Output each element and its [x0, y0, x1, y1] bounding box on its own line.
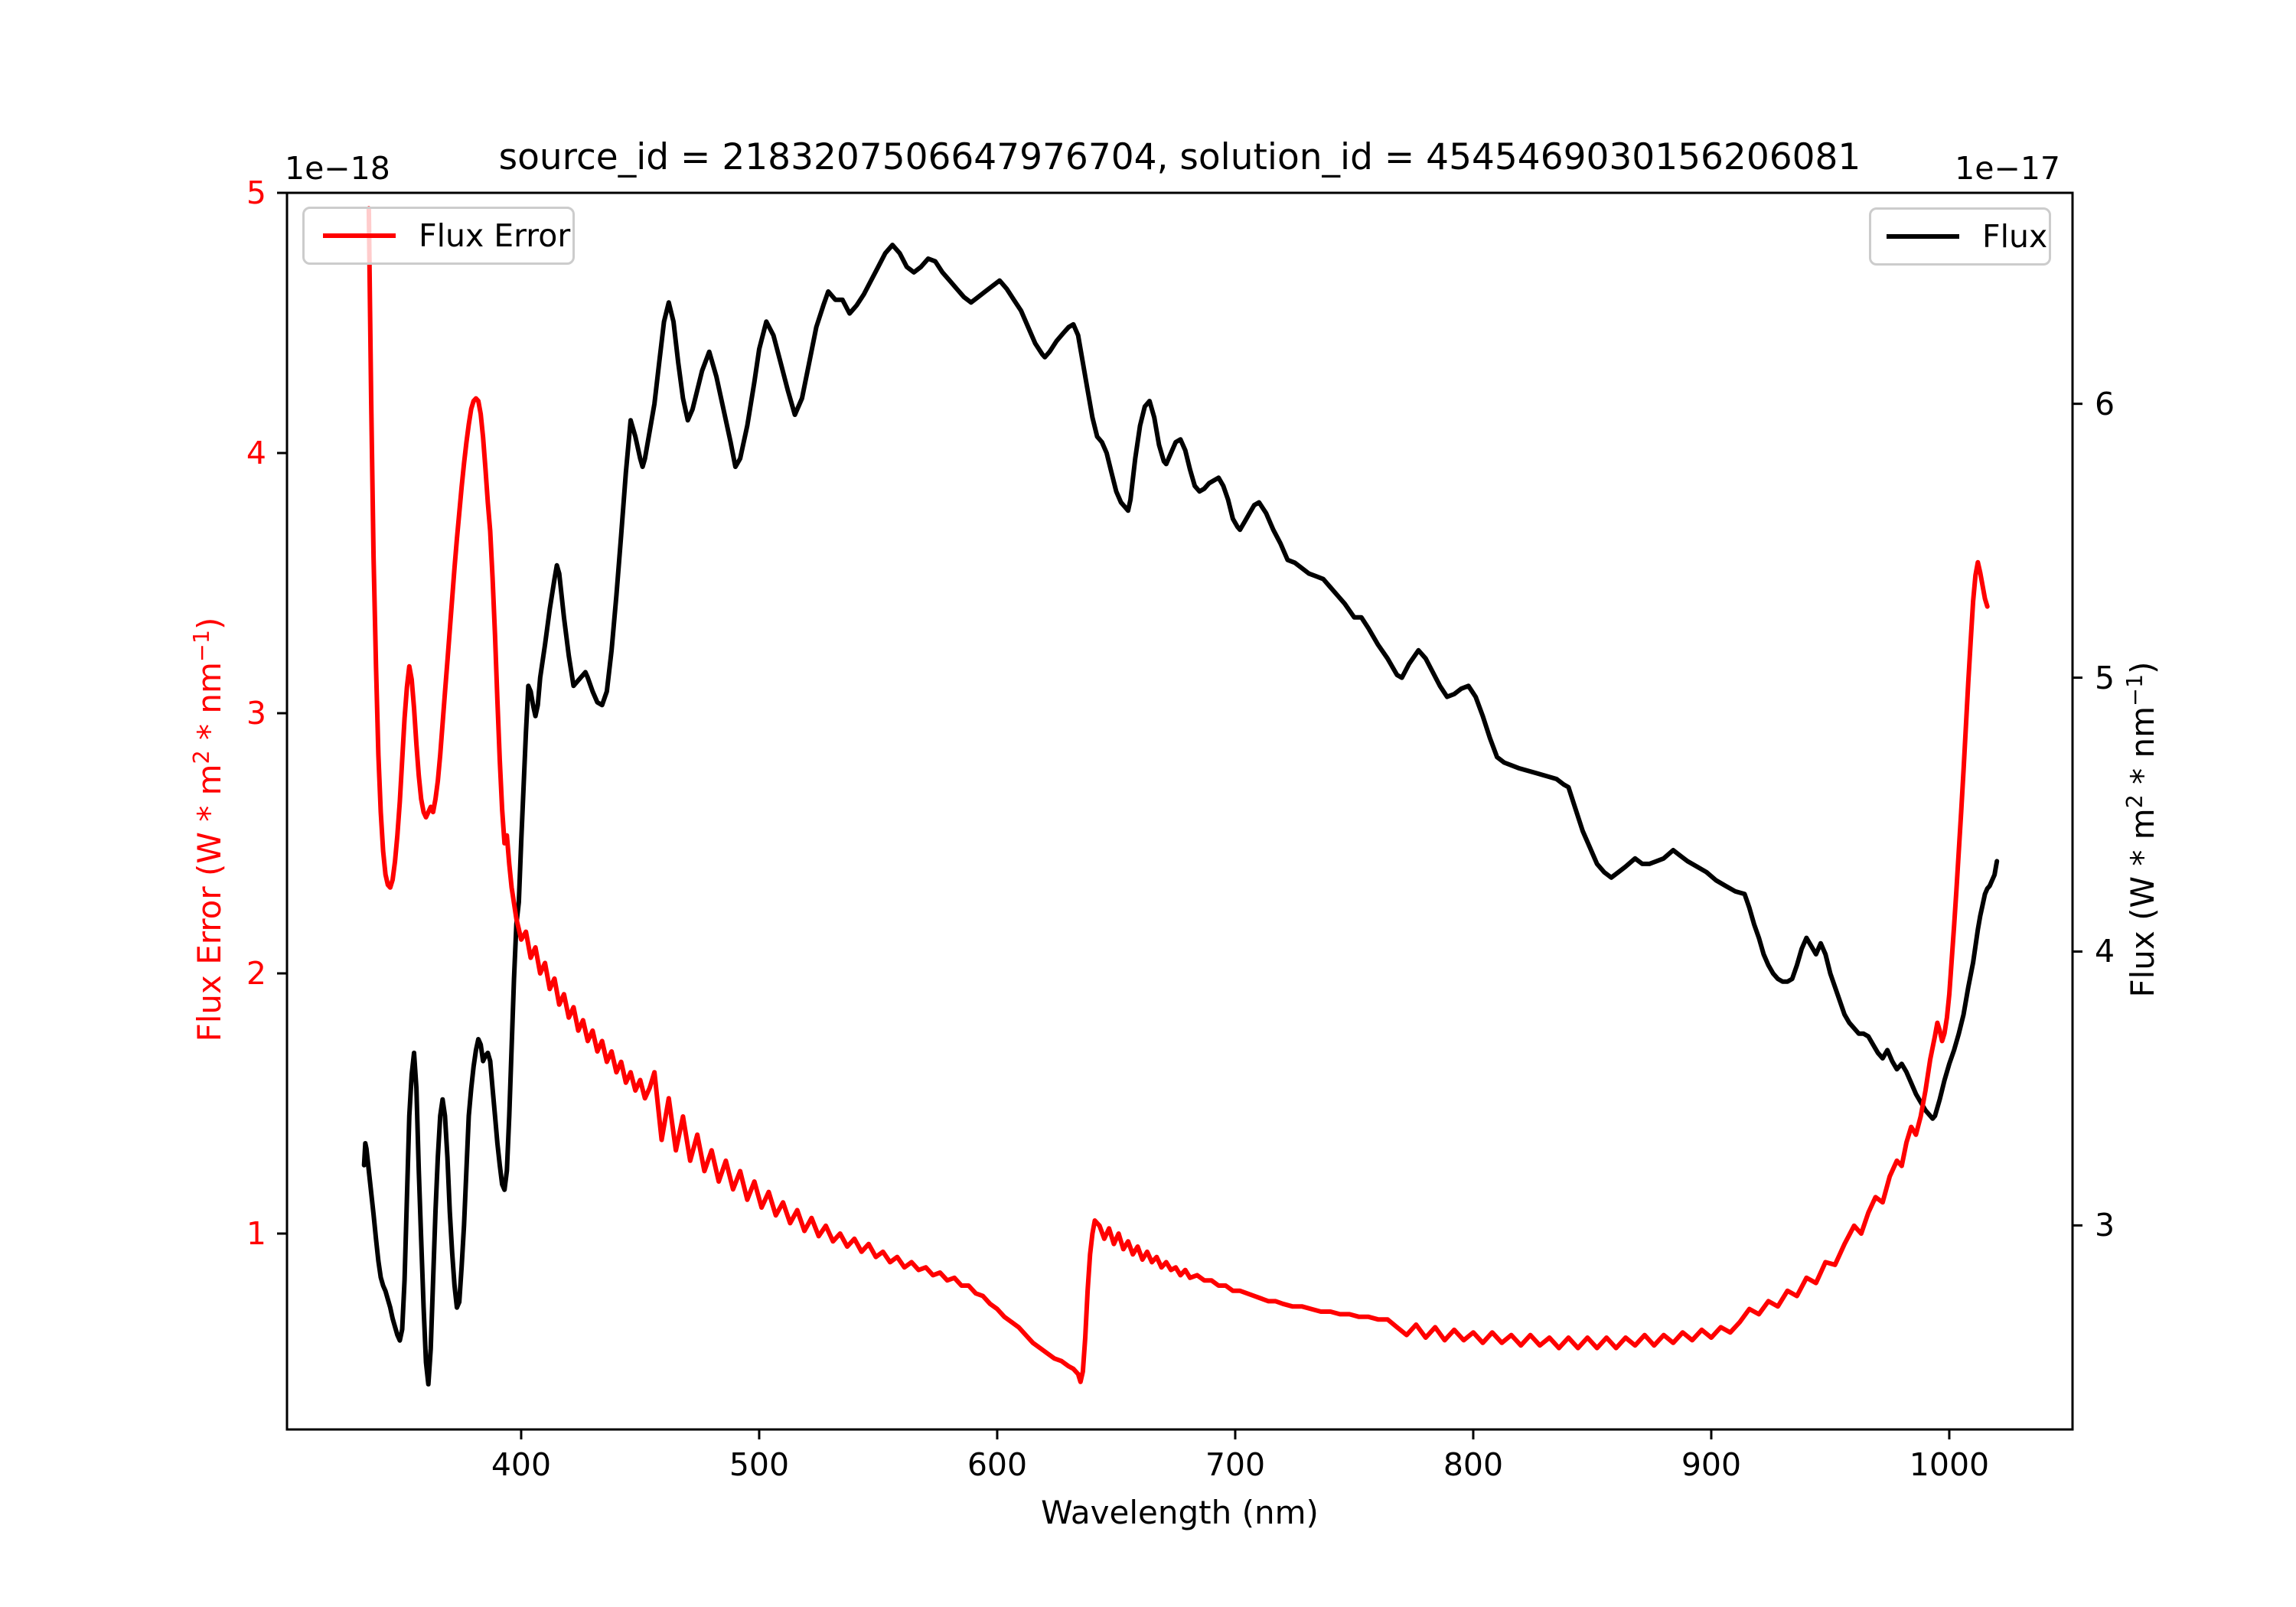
- x-tick-label-700: 700: [1205, 1446, 1266, 1483]
- left-y-tick-label-4: 4: [246, 435, 266, 471]
- right-y-tick-label-6: 6: [2095, 385, 2115, 422]
- right-y-tick-label-3: 3: [2095, 1207, 2115, 1244]
- left-y-axis-label-sup1: 2: [188, 750, 214, 764]
- flux-error-legend-line: [323, 233, 396, 238]
- left-axis-scale-offset: 1e−18: [285, 150, 390, 187]
- right-y-axis-label-sup1: 2: [2122, 794, 2148, 809]
- flux-error-line: [366, 206, 1990, 1384]
- x-tick-label-500: 500: [729, 1446, 790, 1483]
- left-y-tick-label-5: 5: [246, 174, 266, 211]
- axis-ticks: [277, 191, 2082, 1439]
- x-tick-label-1000: 1000: [1909, 1446, 1990, 1483]
- right-axis-scale-offset: 1e−17: [1955, 150, 2060, 187]
- x-tick-label-900: 900: [1681, 1446, 1742, 1483]
- x-tick-label-400: 400: [491, 1446, 552, 1483]
- left-y-tick-label-2: 2: [246, 955, 266, 992]
- x-tick-label-800: 800: [1443, 1446, 1504, 1483]
- chart-title: source_id = 2183207506647976704, solutio…: [498, 136, 1861, 178]
- legend-flux: Flux: [1869, 207, 2051, 266]
- right-y-axis-label-mid: * nm: [2124, 706, 2161, 795]
- right-y-tick-label-5: 5: [2095, 659, 2115, 696]
- left-y-axis-label-sup2: −1: [188, 629, 214, 663]
- left-y-axis-label-post: ): [191, 617, 228, 630]
- left-y-tick-label-1: 1: [246, 1215, 266, 1252]
- flux-legend-label: Flux: [1982, 218, 2048, 255]
- left-y-tick-label-3: 3: [246, 695, 266, 732]
- axes-border: [285, 191, 2074, 1431]
- flux-legend-line: [1887, 234, 1959, 239]
- right-y-tick-label-4: 4: [2095, 933, 2115, 970]
- left-y-axis-label-text: Flux Error (W * m: [191, 764, 228, 1042]
- x-tick-label-600: 600: [967, 1446, 1028, 1483]
- x-axis-label: Wavelength (nm): [1041, 1494, 1319, 1531]
- flux-error-legend-label: Flux Error: [419, 217, 571, 254]
- legend-flux-error: Flux Error: [302, 207, 575, 265]
- flux-line: [361, 243, 2000, 1387]
